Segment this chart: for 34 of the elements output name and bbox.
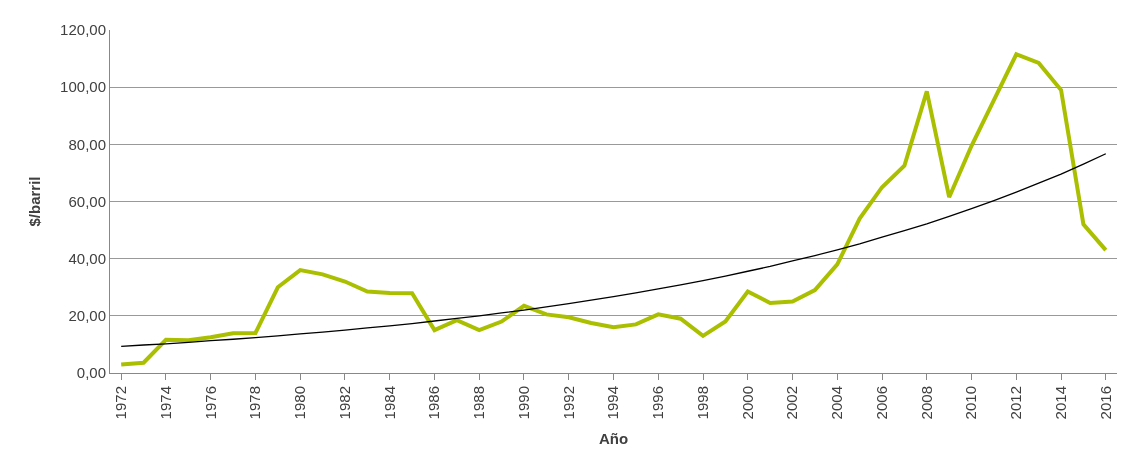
y-tick-label: 120,00 [60, 21, 106, 39]
x-tick-label: 2004 [828, 386, 846, 420]
x-tick-label: 1992 [559, 386, 577, 420]
y-tick-label: 0,00 [76, 364, 106, 382]
x-tick-label: 1998 [693, 386, 711, 420]
x-tick-label: 2012 [1007, 386, 1025, 420]
x-tick-label: 1990 [514, 386, 532, 420]
x-tick-label: 1986 [425, 386, 443, 420]
x-tick-label: 1974 [156, 386, 174, 420]
x-tick-label: 1978 [246, 386, 264, 420]
x-tick-label: 2000 [738, 386, 756, 420]
x-tick-label: 1988 [470, 386, 488, 420]
x-tick-label: 2002 [783, 386, 801, 420]
y-tick-label: 40,00 [68, 249, 106, 267]
x-tick-label: 2014 [1051, 386, 1069, 420]
y-tick-label: 80,00 [68, 135, 106, 153]
line-series [119, 52, 1108, 367]
x-tick-label: 2008 [917, 386, 935, 420]
x-axis-title: Año [598, 430, 629, 448]
x-tick-label: 1982 [335, 386, 353, 420]
x-tick-label: 2016 [1096, 386, 1114, 420]
y-tick-label: 20,00 [68, 307, 106, 325]
x-tick-label: 1980 [291, 386, 309, 420]
y-tick-label: 100,00 [60, 78, 106, 96]
x-tick-label: 1976 [201, 386, 219, 420]
x-tick-label: 2010 [962, 386, 980, 420]
x-tick-label: 1984 [380, 386, 398, 420]
x-tick-label: 1996 [649, 386, 667, 420]
y-tick-label: 60,00 [68, 192, 106, 210]
x-tick-label: 2006 [872, 386, 890, 420]
x-tick-label: 1972 [112, 386, 130, 420]
y-axis-title: $/barril [26, 176, 44, 227]
x-tick-label: 1994 [604, 386, 622, 420]
line-series [120, 153, 1107, 348]
